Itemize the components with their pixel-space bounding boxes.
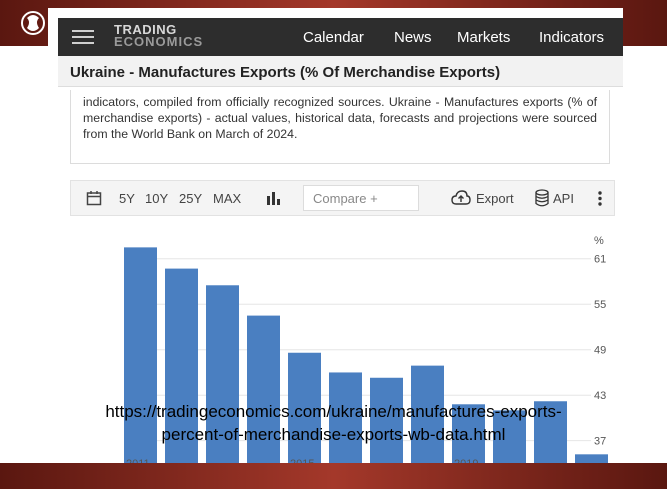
chart-toolbar: 5Y 10Y 25Y MAX Compare + Export API — [70, 180, 615, 216]
range-max[interactable]: MAX — [213, 191, 242, 206]
bar-2020 — [493, 410, 526, 463]
brand-line-1: TRADING — [114, 22, 177, 37]
bar-2022 — [575, 454, 608, 463]
bar-2011 — [124, 247, 157, 463]
browser-screenshot: TRADING ECONOMICS Calendar News Markets … — [48, 8, 623, 463]
cloud-upload-icon[interactable] — [451, 190, 471, 206]
bar-2015 — [288, 352, 321, 463]
y-tick-label: 55 — [594, 299, 606, 311]
bar-2017 — [370, 377, 403, 463]
range-10y[interactable]: 10Y — [145, 191, 169, 206]
y-tick-label: 37 — [594, 436, 606, 448]
bar-2016 — [329, 372, 362, 463]
nav-markets[interactable]: Markets — [457, 29, 511, 46]
y-tick-label: 61 — [594, 254, 606, 266]
source-url-line-1: https://tradingeconomics.com/ukraine/man… — [105, 402, 562, 421]
bar-2019 — [452, 404, 485, 463]
brand-logo[interactable]: TRADING ECONOMICS — [114, 22, 204, 49]
calendar-icon[interactable] — [86, 190, 102, 206]
api-button[interactable]: API — [553, 191, 574, 206]
description-text: indicators, compiled from officially rec… — [70, 90, 610, 164]
nav-calendar[interactable]: Calendar — [303, 29, 364, 46]
database-icon[interactable] — [535, 189, 549, 207]
chart-type-icon[interactable] — [266, 191, 280, 205]
y-tick-label: 49 — [594, 345, 606, 357]
brand-line-2: ECONOMICS — [114, 34, 204, 49]
range-25y[interactable]: 25Y — [179, 191, 203, 206]
bar-2013 — [206, 285, 239, 463]
nav-news[interactable]: News — [394, 29, 432, 46]
manufactures-exports-chart: 37 43 49 55 61% 2011 2015 2019 — [124, 235, 608, 463]
slide-logo-icon — [21, 11, 45, 35]
menu-icon[interactable] — [72, 30, 94, 44]
y-unit-label: % — [594, 235, 604, 247]
bar-2021 — [534, 401, 567, 463]
page-title: Ukraine - Manufactures Exports (% Of Mer… — [70, 64, 501, 81]
range-5y[interactable]: 5Y — [119, 191, 135, 206]
x-tick-label: 2015 — [290, 458, 314, 463]
bar-2012 — [165, 268, 198, 463]
x-tick-label: 2011 — [126, 458, 150, 463]
nav-indicators[interactable]: Indicators — [539, 29, 605, 46]
source-url-caption: https://tradingeconomics.com/ukraine/man… — [0, 400, 667, 446]
title-bar: Ukraine - Manufactures Exports (% Of Mer… — [58, 56, 623, 87]
source-url-line-2: percent-of-merchandise-exports-wb-data.h… — [161, 425, 506, 444]
compare-input[interactable]: Compare + — [303, 185, 419, 211]
bar-2014 — [247, 315, 280, 463]
top-navbar: TRADING ECONOMICS Calendar News Markets … — [58, 18, 623, 56]
bar-2018 — [411, 365, 444, 463]
export-button[interactable]: Export — [476, 191, 514, 206]
slide-footer-bar — [0, 463, 667, 489]
y-tick-label: 43 — [594, 390, 606, 402]
more-vertical-icon[interactable] — [598, 191, 602, 206]
x-tick-label: 2019 — [454, 458, 478, 463]
